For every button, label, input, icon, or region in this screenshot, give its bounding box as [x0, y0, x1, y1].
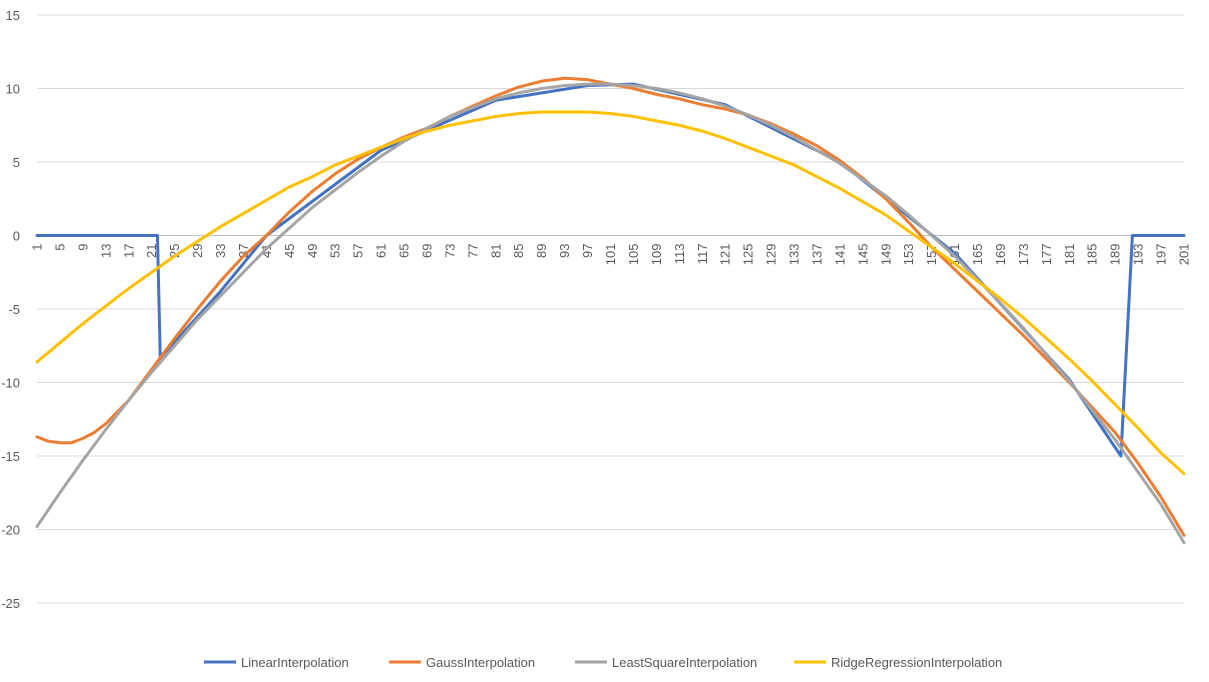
legend-item: GaussInterpolation	[389, 655, 535, 670]
x-tick-label: 117	[695, 244, 710, 265]
x-tick-label: 65	[397, 244, 412, 258]
y-axis-ticks: 15 10 5 0 -5 -10 -15 -20 -25	[1, 8, 20, 611]
x-tick-label: 45	[282, 244, 297, 258]
x-tick-label: 169	[993, 244, 1008, 266]
x-tick-label: 97	[580, 244, 595, 258]
legend-item: RidgeRegressionInterpolation	[794, 655, 1002, 670]
legend-item: LinearInterpolation	[204, 655, 349, 670]
x-tick-label: 177	[1039, 244, 1054, 266]
series-line-LeastSquareInterpolation	[35, 82, 1186, 545]
x-tick-label: 201	[1177, 244, 1192, 266]
x-tick-label: 181	[1062, 244, 1077, 266]
x-tick-label: 93	[557, 244, 572, 258]
x-tick-label: 81	[488, 244, 503, 258]
y-tick-label: -25	[1, 596, 20, 611]
x-tick-label: 85	[511, 244, 526, 258]
x-tick-label: 77	[465, 244, 480, 258]
x-tick-label: 5	[52, 244, 67, 251]
x-tick-label: 33	[213, 244, 228, 258]
x-tick-label: 165	[970, 244, 985, 266]
series-line-GaussInterpolation	[35, 76, 1186, 537]
x-tick-label: 61	[374, 244, 389, 258]
y-tick-label: -10	[1, 376, 20, 391]
y-tick-label: -15	[1, 449, 20, 464]
x-tick-label: 105	[626, 244, 641, 266]
x-tick-label: 125	[741, 244, 756, 266]
y-tick-label: -5	[8, 302, 20, 317]
x-tick-label: 145	[855, 244, 870, 266]
x-tick-label: 29	[190, 244, 205, 258]
legend-item: LeastSquareInterpolation	[575, 655, 757, 670]
x-tick-label: 197	[1154, 244, 1169, 266]
x-tick-label: 121	[718, 244, 733, 266]
y-tick-label: 15	[6, 8, 20, 23]
x-tick-label: 101	[603, 244, 618, 266]
x-tick-label: 113	[672, 244, 687, 265]
legend-label: LeastSquareInterpolation	[612, 655, 757, 670]
x-tick-label: 21	[144, 244, 159, 258]
x-tick-label: 89	[534, 244, 549, 258]
legend: LinearInterpolation GaussInterpolation Lea…	[204, 655, 1002, 670]
x-tick-label: 69	[419, 244, 434, 258]
series-lines	[35, 76, 1186, 545]
y-tick-label: 0	[13, 229, 20, 244]
x-tick-label: 1	[30, 244, 45, 251]
x-tick-label: 173	[1016, 243, 1031, 265]
y-tick-label: -20	[1, 523, 20, 538]
x-tick-label: 13	[98, 244, 113, 258]
x-tick-label: 53	[328, 244, 343, 258]
x-tick-label: 129	[764, 244, 779, 266]
x-tick-label: 133	[787, 244, 802, 266]
x-tick-label: 141	[832, 244, 847, 266]
x-tick-label: 109	[649, 244, 664, 266]
x-tick-label: 17	[121, 244, 136, 258]
x-tick-label: 49	[305, 244, 320, 258]
legend-label: RidgeRegressionInterpolation	[831, 655, 1002, 670]
legend-label: GaussInterpolation	[426, 655, 535, 670]
y-tick-label: 10	[6, 82, 20, 97]
x-tick-label: 185	[1085, 244, 1100, 266]
series-line-RidgeRegressionInterpolation	[35, 110, 1186, 476]
x-tick-label: 73	[442, 244, 457, 258]
x-tick-label: 153	[901, 244, 916, 266]
x-tick-label: 149	[878, 244, 893, 266]
x-tick-label: 189	[1108, 244, 1123, 266]
x-tick-label: 9	[75, 244, 90, 251]
legend-label: LinearInterpolation	[241, 655, 349, 670]
x-tick-label: 137	[809, 244, 824, 266]
x-axis-ticks: 1 5 9 13 17 21 25 29 33 37 41 45 49 53 57 61 65 69 73 77 81 8…	[30, 243, 1192, 265]
y-tick-label: 5	[13, 155, 20, 170]
x-tick-label: 57	[351, 244, 366, 258]
series-line-LinearInterpolation	[35, 82, 1186, 458]
x-tick-label: 193	[1131, 244, 1146, 266]
